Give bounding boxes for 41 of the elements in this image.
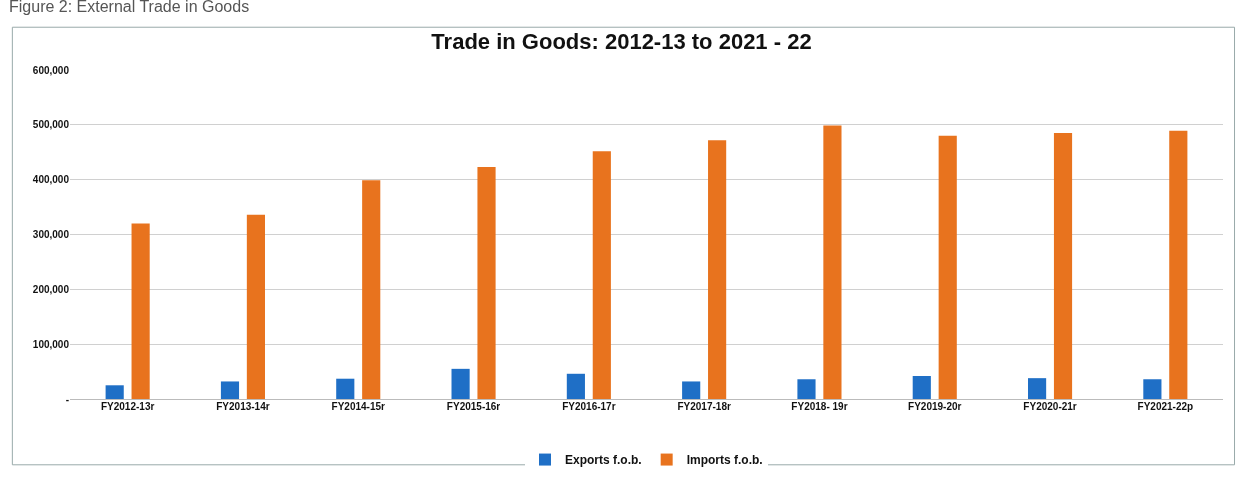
bar [797,379,816,399]
bar [938,135,957,399]
bar [131,223,150,399]
x-tick-label: FY2019-20r [908,401,962,412]
bar [246,214,265,399]
x-tick-label: FY2014-15r [331,401,386,412]
y-tick-label: 500,000 [32,119,70,131]
bar [451,368,470,399]
y-tick-label: - [65,393,69,405]
x-tick-label: FY2018- 19r [791,401,848,412]
legend-label: Exports f.o.b. [565,453,642,468]
legend-label: Imports f.o.b. [686,453,763,468]
x-tick-label: FY2016-17r [562,401,616,412]
y-tick-label: 100,000 [32,338,70,350]
x-tick-label: FY2021-22p [1137,401,1194,412]
x-tick-label: FY2012-13r [100,401,155,412]
x-tick-label: FY2020-21r [1023,401,1077,412]
bar [362,180,381,399]
caption: Figure 2: External Trade in Goods [9,0,250,15]
bar [1028,378,1047,399]
y-tick-label: 400,000 [32,174,70,186]
y-tick-label: 200,000 [32,283,70,295]
bar [220,381,240,399]
bar [105,385,124,399]
bar [1053,133,1073,399]
bar [1169,130,1188,399]
bar [336,378,355,399]
x-tick-label: FY2017-18r [677,401,731,412]
bar [566,373,585,399]
y-tick-label: 600,000 [32,64,70,76]
bar [477,167,496,399]
x-tick-label: FY2013-14r [216,401,270,412]
bar [912,375,931,399]
y-tick-label: 300,000 [32,229,70,240]
bar [823,125,842,399]
x-tick-label: FY2015-16r [446,401,501,412]
bar [682,381,701,399]
chart-title: Trade in Goods: 2012-13 to 2021 - 22 [431,29,812,55]
bar [1143,379,1162,399]
bar [592,151,611,399]
bar [708,140,727,399]
